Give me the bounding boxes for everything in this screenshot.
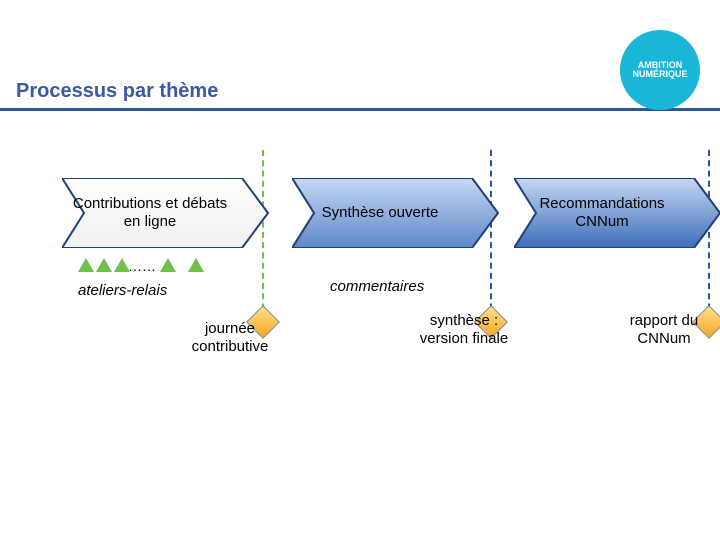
ambition-numerique-logo: AMBITION NUMÉRIQUE bbox=[620, 30, 700, 110]
title-underline bbox=[0, 108, 720, 111]
milestone-label: rapport du CNNum bbox=[604, 312, 720, 348]
ateliers-dots: …… bbox=[128, 258, 156, 274]
commentaires-label: commentaires bbox=[330, 278, 424, 295]
atelier-triangle-icon bbox=[78, 258, 94, 272]
chevron-synthese: Synthèse ouverte bbox=[292, 178, 492, 248]
atelier-triangle-icon bbox=[96, 258, 112, 272]
ateliers-label: ateliers-relais bbox=[78, 282, 167, 299]
chevron-contributions: Contributions et débats en ligne bbox=[62, 178, 262, 248]
chevron-label: Contributions et débats en ligne bbox=[62, 178, 238, 248]
milestone-label: synthèse : version finale bbox=[404, 312, 524, 348]
page-title: Processus par thème bbox=[16, 80, 218, 103]
logo-line2: NUMÉRIQUE bbox=[632, 70, 687, 79]
chevron-label: Recommandations CNNum bbox=[514, 178, 690, 248]
atelier-triangle-icon bbox=[160, 258, 176, 272]
atelier-triangle-icon bbox=[188, 258, 204, 272]
chevron-label: Synthèse ouverte bbox=[292, 178, 468, 248]
chevron-recommandations: Recommandations CNNum bbox=[514, 178, 714, 248]
milestone-label: journée contributive bbox=[170, 320, 290, 356]
